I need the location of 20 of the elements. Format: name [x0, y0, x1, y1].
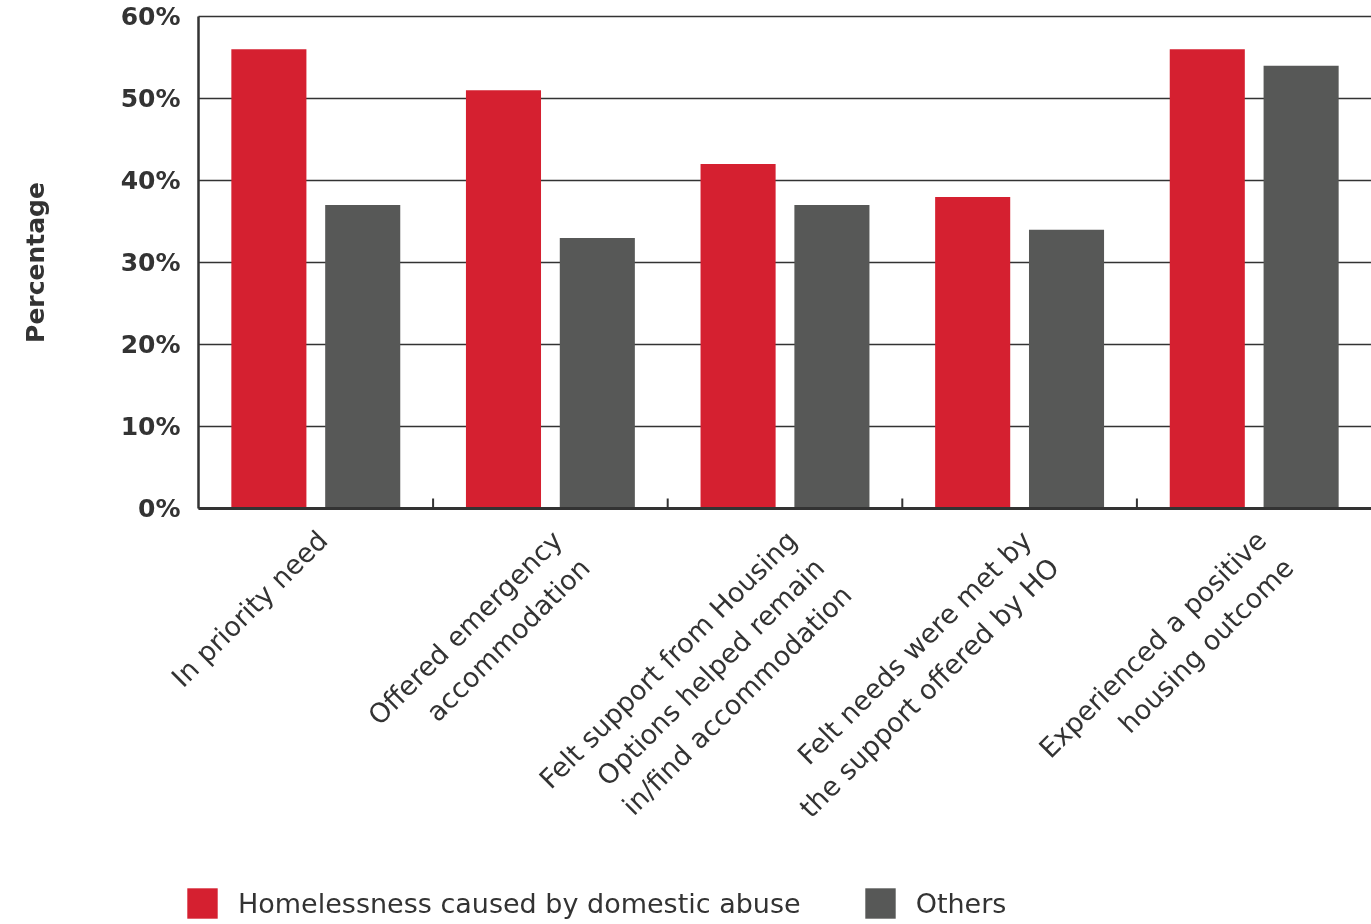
y-tick-label: 60% [120, 2, 181, 31]
y-tick-label: 30% [120, 248, 181, 277]
bar [559, 237, 635, 509]
y-axis-title: Percentage [21, 182, 50, 343]
legend-label: Homelessness caused by domestic abuse [238, 887, 801, 919]
bar [1028, 229, 1105, 509]
legend-label: Others [915, 887, 1007, 919]
y-tick-label: 20% [120, 330, 181, 359]
bar [1263, 65, 1339, 509]
bar [231, 49, 307, 509]
y-tick-label: 10% [120, 412, 181, 441]
bar [794, 205, 870, 509]
bar [325, 205, 401, 509]
bar [935, 196, 1011, 509]
y-tick-label: 50% [120, 84, 181, 113]
bar [700, 164, 776, 509]
y-tick-label: 0% [138, 494, 181, 523]
y-tick-label: 40% [120, 166, 181, 195]
bar [1169, 49, 1245, 509]
bar [465, 90, 542, 509]
